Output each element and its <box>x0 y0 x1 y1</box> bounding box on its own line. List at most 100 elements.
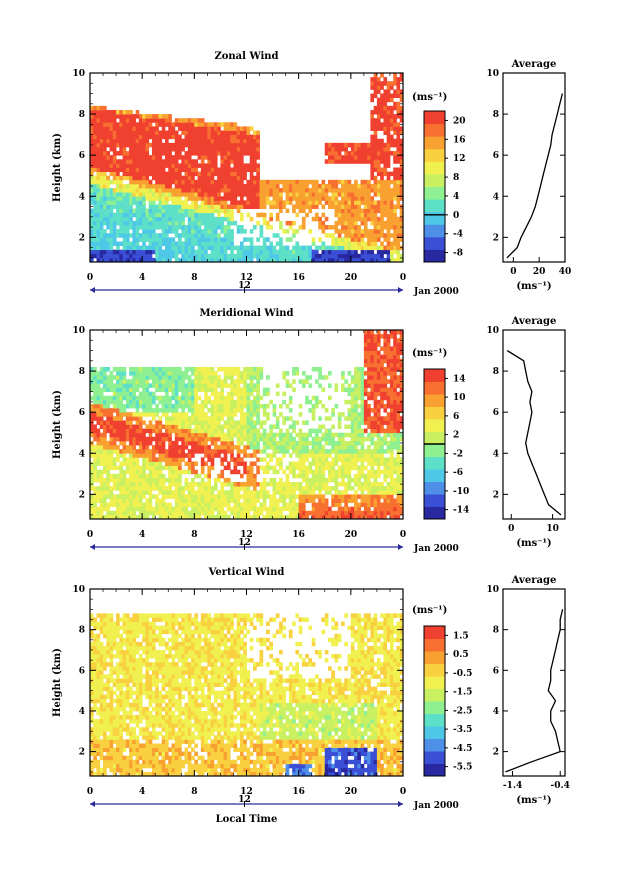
heatmap-cell <box>93 159 97 164</box>
heatmap-cell <box>220 486 225 491</box>
heatmap-cell <box>233 134 238 140</box>
heatmap-cell <box>318 225 322 230</box>
heatmap-cell <box>292 482 296 487</box>
heatmap-cell <box>393 212 397 218</box>
heatmap-cell <box>155 494 159 499</box>
heatmap-cell <box>223 175 228 181</box>
heatmap-cell <box>256 449 260 454</box>
heatmap-cell <box>178 473 182 479</box>
heatmap-cell <box>328 225 332 230</box>
heatmap-cell <box>187 179 192 185</box>
heatmap-cell <box>311 453 316 458</box>
heatmap-cell <box>90 208 94 214</box>
heatmap-cell <box>168 204 172 209</box>
heatmap-cell <box>383 208 388 214</box>
heatmap-cell <box>122 473 127 479</box>
heatmap-cell <box>129 192 133 197</box>
heatmap-cell <box>233 424 238 430</box>
heatmap-cell <box>226 233 231 238</box>
heatmap-cell <box>122 428 127 434</box>
heatmap-cell <box>135 237 140 242</box>
heatmap-cell <box>396 81 401 86</box>
heatmap-cell <box>138 436 143 442</box>
heatmap-cell <box>233 379 238 384</box>
profile-y-tick-label: 2 <box>493 233 499 243</box>
heatmap-cell <box>125 514 130 520</box>
heatmap-cell <box>305 188 309 193</box>
heatmap-cell <box>164 436 169 442</box>
heatmap-cell <box>249 159 254 164</box>
heatmap-cell <box>324 257 329 263</box>
heatmap-cell <box>282 229 287 234</box>
heatmap-cell <box>370 212 375 218</box>
heatmap-cell <box>171 506 176 512</box>
heatmap-cell <box>204 416 208 421</box>
heatmap-cell <box>122 229 127 234</box>
heatmap-cell <box>161 510 166 516</box>
heatmap-cell <box>99 167 104 173</box>
heatmap-cell <box>305 445 309 450</box>
heatmap-cell <box>220 175 225 181</box>
heatmap-cell <box>298 494 303 499</box>
heatmap-cell <box>103 171 107 177</box>
heatmap-cell <box>285 183 290 189</box>
heatmap-cell <box>318 257 322 263</box>
heatmap-cell <box>217 171 221 177</box>
heatmap-cell <box>125 461 130 466</box>
heatmap-cell <box>191 159 195 164</box>
heatmap-cell <box>256 498 260 503</box>
heatmap-cell <box>210 403 215 409</box>
heatmap-cell <box>266 179 270 185</box>
heatmap-cell <box>119 514 123 520</box>
heatmap-cell <box>285 229 290 234</box>
heatmap-cell <box>122 163 127 168</box>
heatmap-cell <box>269 183 273 189</box>
heatmap-cell <box>334 204 339 209</box>
heatmap-cells-2 <box>90 330 404 520</box>
heatmap-cell <box>239 399 244 405</box>
heatmap-cell <box>164 134 169 140</box>
heatmap-cell <box>383 142 388 148</box>
heatmap-cell <box>318 482 322 487</box>
heatmap-cell <box>171 225 176 230</box>
x-tick-label: 8 <box>191 273 197 283</box>
heatmap-cell <box>151 138 156 144</box>
heatmap-cell <box>116 412 120 417</box>
heatmap-cell <box>380 105 384 111</box>
heatmap-cell <box>380 208 384 214</box>
heatmap-cell <box>171 188 176 193</box>
heatmap-cell <box>191 461 195 466</box>
heatmap-cell <box>178 183 182 189</box>
heatmap-cell <box>334 510 339 516</box>
heatmap-cell <box>184 175 189 181</box>
heatmap-cell <box>181 245 185 251</box>
heatmap-cell <box>272 188 277 193</box>
heatmap-cell <box>243 453 247 458</box>
heatmap-cell <box>109 379 114 384</box>
heatmap-cell <box>373 225 378 230</box>
heatmap-cell <box>253 200 257 205</box>
heatmap-cell <box>354 233 358 238</box>
heatmap-cell <box>106 399 110 405</box>
heatmap-cell <box>184 416 189 421</box>
heatmap-cell <box>314 465 319 471</box>
heatmap-cell <box>253 510 257 516</box>
heatmap-cell <box>200 208 205 214</box>
heatmap-cell <box>331 449 335 454</box>
heatmap-cell <box>350 212 355 218</box>
heatmap-cell <box>347 245 352 251</box>
heatmap-cell <box>103 118 107 123</box>
heatmap-cell <box>194 436 198 442</box>
heatmap-cell <box>373 73 378 78</box>
heatmap-cell <box>272 490 277 495</box>
heatmap-cell <box>204 395 208 401</box>
heatmap-cell <box>135 220 140 226</box>
heatmap-cell <box>266 436 270 442</box>
heatmap-cell <box>93 167 97 173</box>
heatmap-cell <box>197 502 202 508</box>
heatmap-cell <box>184 188 189 193</box>
heatmap-cell <box>93 403 97 409</box>
heatmap-cell <box>148 179 153 185</box>
heatmap-cell <box>145 118 150 123</box>
heatmap-cell <box>386 142 391 148</box>
